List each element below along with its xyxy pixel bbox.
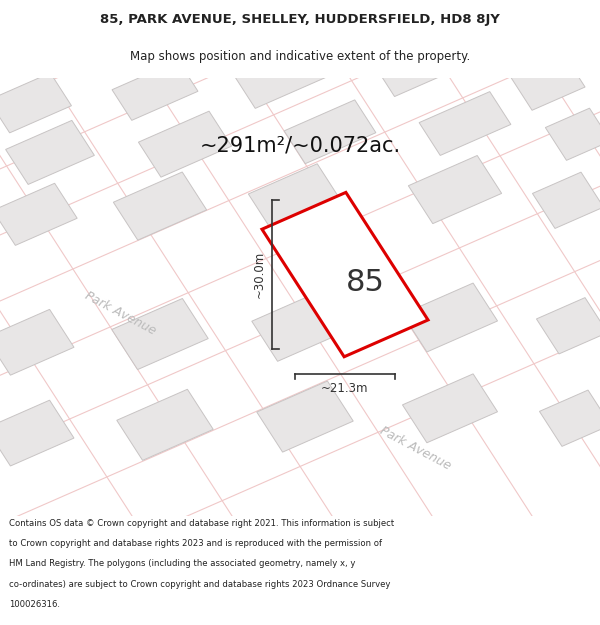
Polygon shape: [539, 390, 600, 446]
Polygon shape: [0, 400, 74, 466]
Polygon shape: [532, 172, 600, 229]
Polygon shape: [403, 283, 497, 352]
Polygon shape: [0, 183, 77, 246]
Polygon shape: [403, 374, 497, 442]
Text: co-ordinates) are subject to Crown copyright and database rights 2023 Ordnance S: co-ordinates) are subject to Crown copyr…: [9, 579, 391, 589]
Text: 85: 85: [346, 268, 385, 298]
Polygon shape: [5, 121, 94, 184]
Polygon shape: [257, 381, 353, 452]
Polygon shape: [262, 192, 428, 357]
Text: Park Avenue: Park Avenue: [82, 289, 158, 338]
Polygon shape: [234, 44, 326, 108]
Polygon shape: [117, 389, 213, 461]
Text: Park Avenue: Park Avenue: [377, 424, 453, 472]
Polygon shape: [536, 298, 600, 354]
Text: ~291m²/~0.072ac.: ~291m²/~0.072ac.: [199, 136, 401, 156]
Text: Contains OS data © Crown copyright and database right 2021. This information is : Contains OS data © Crown copyright and d…: [9, 519, 394, 528]
Polygon shape: [139, 111, 232, 177]
Polygon shape: [248, 164, 341, 232]
Text: HM Land Registry. The polygons (including the associated geometry, namely x, y: HM Land Registry. The polygons (includin…: [9, 559, 355, 568]
Text: to Crown copyright and database rights 2023 and is reproduced with the permissio: to Crown copyright and database rights 2…: [9, 539, 382, 548]
Polygon shape: [375, 35, 465, 96]
Polygon shape: [409, 156, 502, 224]
Polygon shape: [545, 108, 600, 161]
Text: ~21.3m: ~21.3m: [321, 382, 369, 395]
Text: 85, PARK AVENUE, SHELLEY, HUDDERSFIELD, HD8 8JY: 85, PARK AVENUE, SHELLEY, HUDDERSFIELD, …: [100, 13, 500, 26]
Text: Map shows position and indicative extent of the property.: Map shows position and indicative extent…: [130, 50, 470, 62]
Polygon shape: [113, 172, 206, 240]
Polygon shape: [112, 299, 208, 369]
Polygon shape: [0, 309, 74, 375]
Polygon shape: [419, 92, 511, 156]
Polygon shape: [112, 61, 198, 121]
Text: 100026316.: 100026316.: [9, 600, 60, 609]
Polygon shape: [284, 100, 376, 164]
Polygon shape: [0, 73, 71, 133]
Text: ~30.0m: ~30.0m: [253, 251, 265, 298]
Polygon shape: [511, 54, 585, 110]
Polygon shape: [252, 290, 348, 361]
